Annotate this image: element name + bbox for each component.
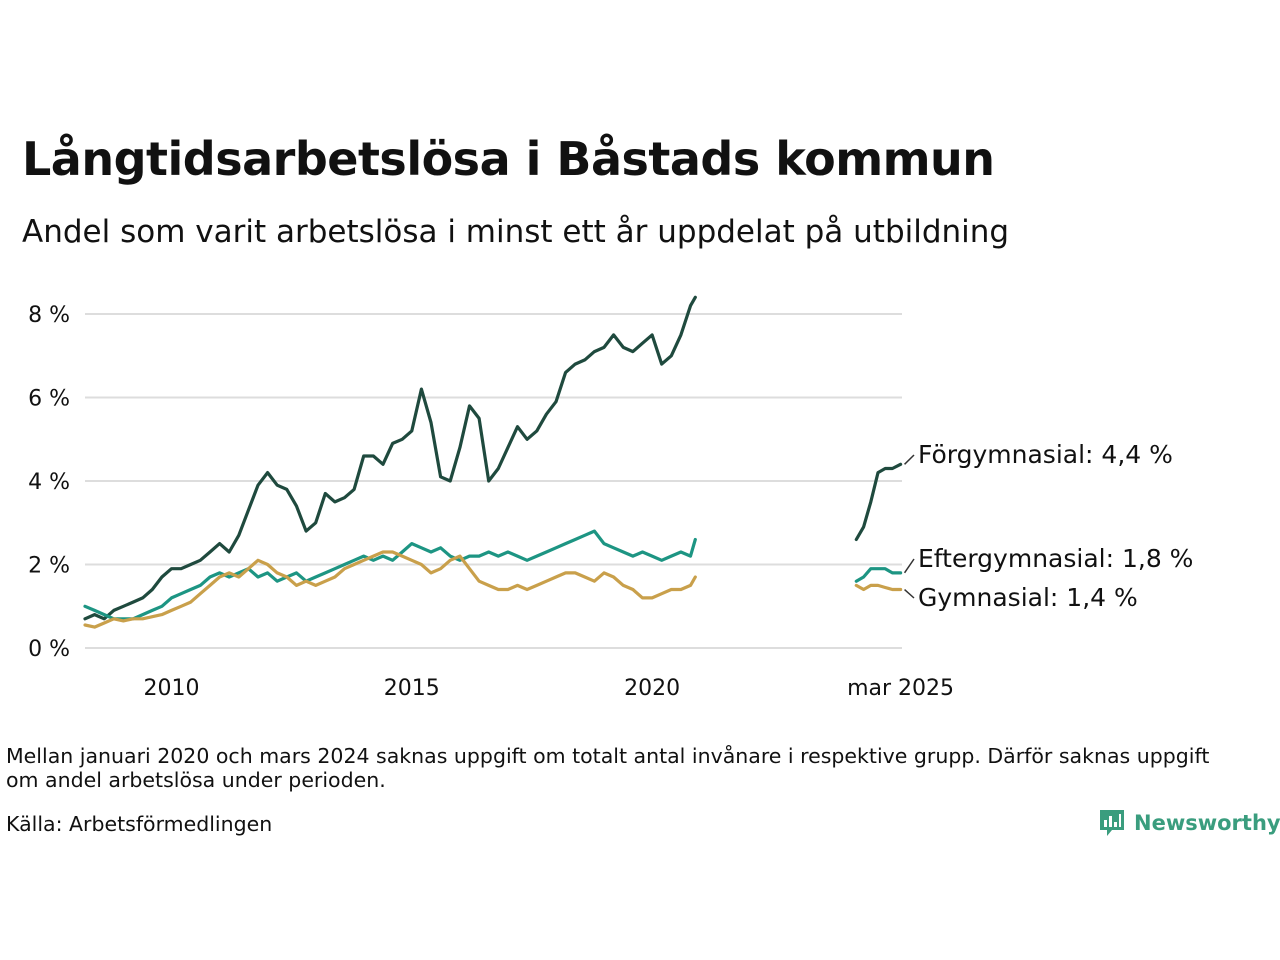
- series-line-eftergymnasial: [83, 529, 697, 621]
- series-label-eftergymnasial: Eftergymnasial: 1,8 %: [918, 544, 1193, 573]
- series-lines: [83, 295, 903, 629]
- series-line-gymnasial: [854, 583, 903, 592]
- y-tick-label: 6 %: [28, 387, 70, 412]
- x-tick-label: 2015: [384, 676, 440, 701]
- label-leader-line: [904, 588, 915, 599]
- y-tick-label: 4 %: [28, 470, 70, 495]
- label-leader-line: [903, 558, 915, 574]
- x-axis-ticks: 2010 2015 2020 mar 2025: [144, 676, 955, 701]
- label-leader-line: [904, 454, 915, 465]
- newsworthy-logo[interactable]: Newsworthy: [1098, 808, 1280, 838]
- series-line-forgymnasial: [83, 295, 697, 621]
- gridlines: [85, 313, 902, 649]
- y-tick-label: 8 %: [28, 303, 70, 328]
- y-tick-label: 2 %: [28, 554, 70, 579]
- x-tick-label: 2020: [624, 676, 680, 701]
- series-line-forgymnasial: [854, 462, 903, 542]
- series-line-gymnasial: [83, 550, 697, 629]
- x-tick-label: mar 2025: [847, 676, 954, 701]
- series-end-labels: Förgymnasial: 4,4 % Eftergymnasial: 1,8 %…: [903, 440, 1193, 612]
- logo-text: Newsworthy: [1134, 811, 1280, 835]
- chart-title: Långtidsarbetslösa i Båstads kommun: [22, 132, 995, 186]
- y-tick-label: 0 %: [28, 637, 70, 662]
- series-label-forgymnasial: Förgymnasial: 4,4 %: [918, 440, 1173, 469]
- series-label-gymnasial: Gymnasial: 1,4 %: [918, 583, 1138, 612]
- x-tick-label: 2010: [144, 676, 200, 701]
- y-axis-ticks: 0 % 2 % 4 % 6 % 8 %: [28, 303, 70, 662]
- footnote: Mellan januari 2020 och mars 2024 saknas…: [6, 744, 1210, 792]
- source-text: Källa: Arbetsförmedlingen: [6, 812, 273, 836]
- newsworthy-bar-chart-icon: [1100, 810, 1124, 836]
- chart-subtitle: Andel som varit arbetslösa i minst ett å…: [22, 214, 1010, 250]
- series-line-eftergymnasial: [854, 567, 903, 583]
